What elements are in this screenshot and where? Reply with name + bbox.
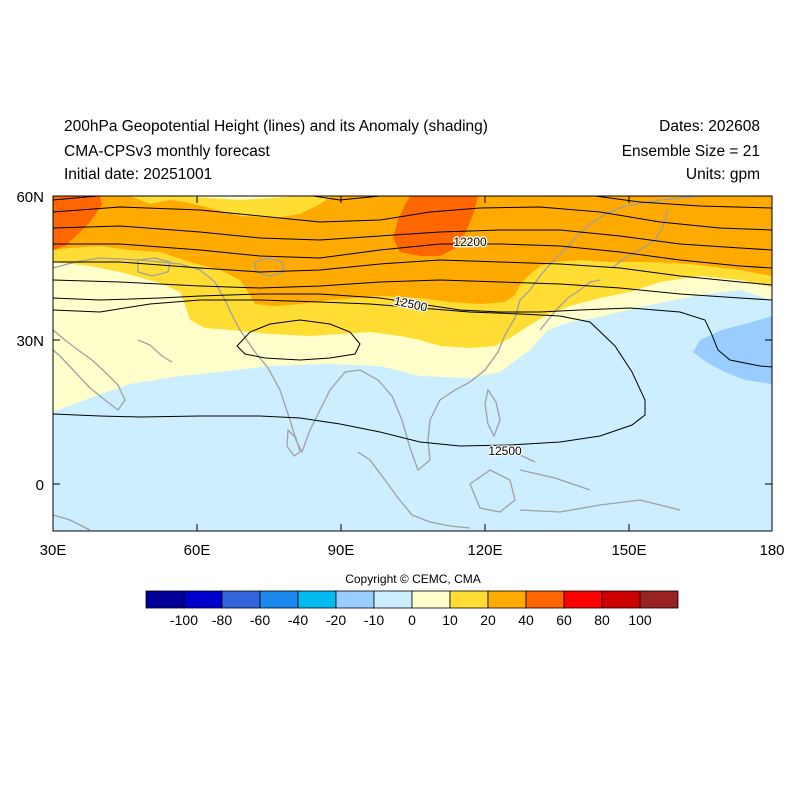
colorbar-label: -20 — [326, 612, 346, 628]
contour-line-12300 — [53, 279, 772, 301]
lat-label-30n: 30N — [16, 333, 44, 350]
contour-line-12050 — [53, 196, 772, 209]
units-label: Units: gpm — [685, 166, 760, 183]
colorbar-swatch — [639, 590, 679, 609]
forecast-dates: Dates: 202608 — [659, 118, 760, 135]
colorbar-label: 40 — [518, 612, 534, 628]
model-label: CMA-CPSv3 monthly forecast — [64, 143, 270, 160]
axis-labels: 60N 30N 0 30E 60E 90E 120E 150E 180 — [16, 189, 784, 559]
colorbar-label: 0 — [408, 612, 416, 628]
contour-line-12550 — [236, 319, 361, 361]
initial-date: Initial date: 20251001 — [64, 166, 213, 183]
colorbar-label: 10 — [442, 612, 458, 628]
contour-labels: 12200 12500 12500 — [392, 234, 523, 460]
anomaly-fill-pos40 — [393, 196, 478, 256]
contour-line-12200 — [53, 243, 772, 269]
colorbar-swatch — [145, 590, 185, 609]
lon-label-180: 180 — [759, 542, 784, 559]
copyright-text: Copyright © CEMC, CMA — [345, 572, 481, 586]
plot-frame — [52, 195, 773, 532]
colorbar-label: 60 — [556, 612, 572, 628]
contour-label-12200: 12200 — [453, 235, 487, 249]
colorbar-swatch — [563, 590, 603, 609]
colorbar-swatch — [259, 590, 299, 609]
colorbar-swatch — [373, 590, 413, 609]
lon-label-30e: 30E — [40, 542, 67, 559]
lon-label-120e: 120E — [467, 542, 502, 559]
contour-line-12100 — [53, 206, 772, 231]
colorbar-swatch — [297, 590, 337, 609]
colorbar-label: 20 — [480, 612, 496, 628]
colorbar-label: -80 — [212, 612, 232, 628]
colorbar-swatch — [449, 590, 489, 609]
height-contours — [53, 196, 772, 447]
colorbar-swatch — [411, 590, 451, 609]
lat-label-0: 0 — [36, 477, 44, 494]
map-title: 200hPa Geopotential Height (lines) and i… — [64, 118, 488, 135]
colorbar-label: -60 — [250, 612, 270, 628]
contour-line-12500 — [53, 299, 646, 447]
colorbar-swatch — [487, 590, 527, 609]
contour-line-12250 — [53, 259, 772, 286]
colorbar-label: 100 — [628, 612, 652, 628]
colorbar-swatch — [221, 590, 261, 609]
colorbar-swatch — [335, 590, 375, 609]
colorbar: -100 -80 -60 -40 -20 -10 0 10 20 40 60 80 100 — [145, 590, 679, 628]
colorbar-swatch — [601, 590, 641, 609]
lat-label-60n: 60N — [16, 189, 44, 206]
colorbar-label: -100 — [170, 612, 198, 628]
coastlines — [53, 196, 701, 531]
colorbar-label: -10 — [364, 612, 384, 628]
anomaly-shading: 12200 12500 12500 — [53, 196, 772, 531]
colorbar-label: 80 — [594, 612, 610, 628]
lon-label-90e: 90E — [328, 542, 355, 559]
ensemble-size: Ensemble Size = 21 — [621, 143, 760, 160]
colorbar-swatch — [183, 590, 223, 609]
lon-label-150e: 150E — [611, 542, 646, 559]
colorbar-swatch — [525, 590, 565, 609]
anomaly-fill-neg20 — [693, 316, 772, 384]
tick-marks — [53, 195, 772, 531]
contour-line-12400 — [53, 293, 772, 368]
contour-line-12150 — [53, 225, 772, 251]
colorbar-label: -40 — [288, 612, 308, 628]
lon-label-60e: 60E — [184, 542, 211, 559]
contour-label-12500-south: 12500 — [488, 444, 522, 458]
